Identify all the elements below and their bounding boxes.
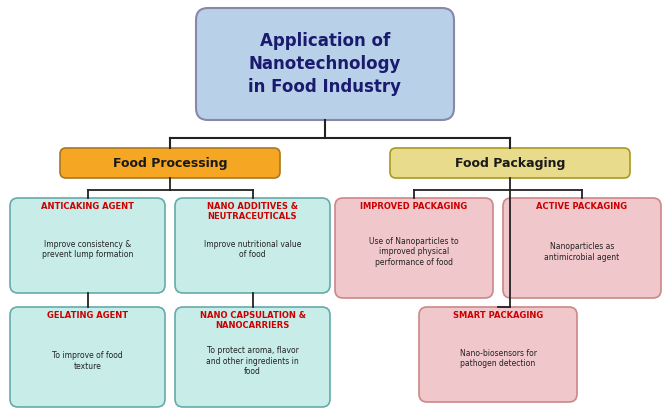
Text: ACTIVE PACKAGING: ACTIVE PACKAGING bbox=[536, 202, 628, 211]
Text: NANO CAPSULATION &
NANOCARRIERS: NANO CAPSULATION & NANOCARRIERS bbox=[200, 311, 306, 330]
Text: Application of
Nanotechnology
in Food Industry: Application of Nanotechnology in Food In… bbox=[249, 32, 401, 96]
Text: IMPROVED PACKAGING: IMPROVED PACKAGING bbox=[360, 202, 468, 211]
Text: Food Packaging: Food Packaging bbox=[455, 156, 565, 169]
FancyBboxPatch shape bbox=[175, 198, 330, 293]
Text: SMART PACKAGING: SMART PACKAGING bbox=[453, 311, 543, 320]
FancyBboxPatch shape bbox=[390, 148, 630, 178]
FancyBboxPatch shape bbox=[335, 198, 493, 298]
Text: Improve consistency &
prevent lump formation: Improve consistency & prevent lump forma… bbox=[42, 240, 133, 259]
Text: Nanoparticles as
antimicrobial agent: Nanoparticles as antimicrobial agent bbox=[544, 242, 620, 262]
FancyBboxPatch shape bbox=[175, 307, 330, 407]
Text: Food Processing: Food Processing bbox=[113, 156, 227, 169]
FancyBboxPatch shape bbox=[419, 307, 577, 402]
Text: Use of Nanoparticles to
improved physical
performance of food: Use of Nanoparticles to improved physica… bbox=[369, 237, 459, 267]
Text: To protect aroma, flavor
and other ingredients in
food: To protect aroma, flavor and other ingre… bbox=[206, 346, 299, 376]
Text: To improve of food
texture: To improve of food texture bbox=[52, 351, 123, 371]
Text: GELATING AGENT: GELATING AGENT bbox=[47, 311, 128, 320]
FancyBboxPatch shape bbox=[10, 198, 165, 293]
Text: Improve nutritional value
of food: Improve nutritional value of food bbox=[204, 240, 301, 259]
Text: NANO ADDITIVES &
NEUTRACEUTICALS: NANO ADDITIVES & NEUTRACEUTICALS bbox=[207, 202, 298, 221]
FancyBboxPatch shape bbox=[10, 307, 165, 407]
FancyBboxPatch shape bbox=[196, 8, 454, 120]
FancyBboxPatch shape bbox=[503, 198, 661, 298]
FancyBboxPatch shape bbox=[60, 148, 280, 178]
Text: Nano-biosensors for
pathogen detection: Nano-biosensors for pathogen detection bbox=[460, 349, 536, 369]
Text: ANTICAKING AGENT: ANTICAKING AGENT bbox=[41, 202, 134, 211]
